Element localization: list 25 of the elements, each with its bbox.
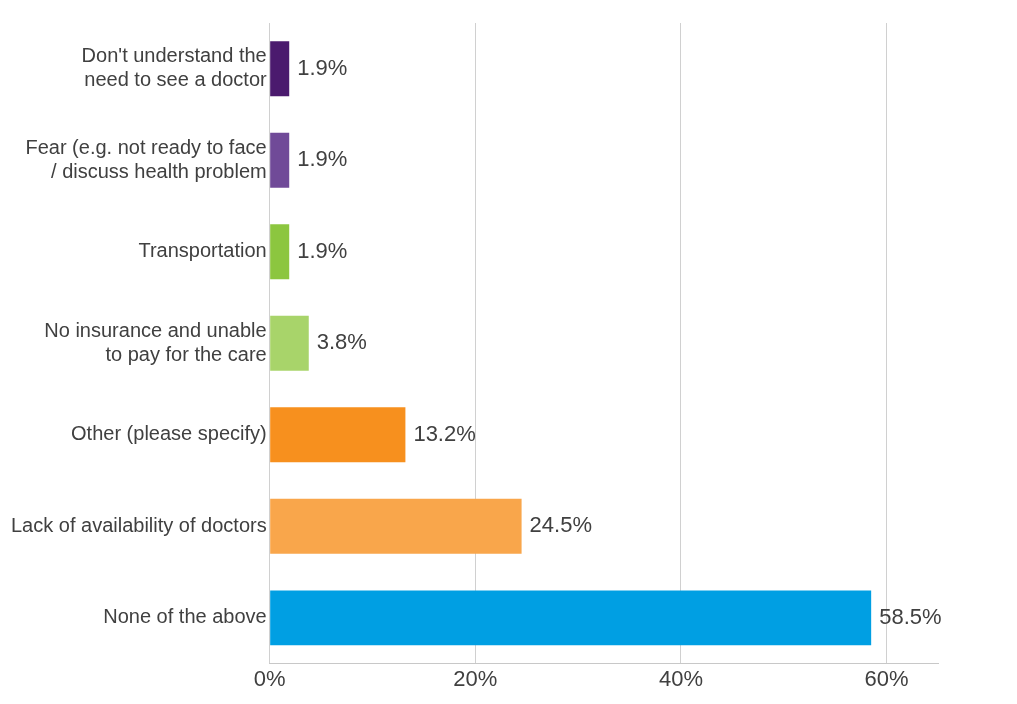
- data-label: 24.5%: [529, 512, 592, 538]
- x-tick-label: 20%: [453, 665, 498, 691]
- x-tick-label: 40%: [658, 665, 703, 691]
- y-tick-label: None of the above: [103, 605, 267, 628]
- y-tick-label: Fear (e.g. not ready to face / discuss health problem: [25, 135, 267, 182]
- bar: [270, 590, 872, 646]
- y-tick-label: Lack of availability of doctors: [11, 513, 267, 536]
- data-label: 58.5%: [879, 603, 942, 629]
- bar: [270, 132, 290, 188]
- bar: [270, 41, 290, 97]
- data-label: 1.9%: [297, 237, 348, 263]
- bar: [270, 224, 290, 280]
- data-label: 13.2%: [413, 420, 476, 446]
- x-tick-label: 0%: [253, 665, 286, 691]
- data-label: 1.9%: [297, 146, 348, 172]
- bar: [270, 498, 522, 554]
- data-label: 3.8%: [316, 329, 367, 355]
- x-tick-label: 60%: [864, 665, 909, 691]
- y-tick-label: No insurance and unable to pay for the care: [44, 318, 267, 365]
- data-label: 1.9%: [297, 54, 348, 80]
- bar: [270, 315, 309, 371]
- y-tick-label: Transportation: [138, 239, 267, 262]
- bar: [270, 407, 406, 463]
- y-tick-label: Don't understand the need to see a doctor: [81, 44, 268, 91]
- y-tick-label: Other (please specify): [71, 422, 267, 445]
